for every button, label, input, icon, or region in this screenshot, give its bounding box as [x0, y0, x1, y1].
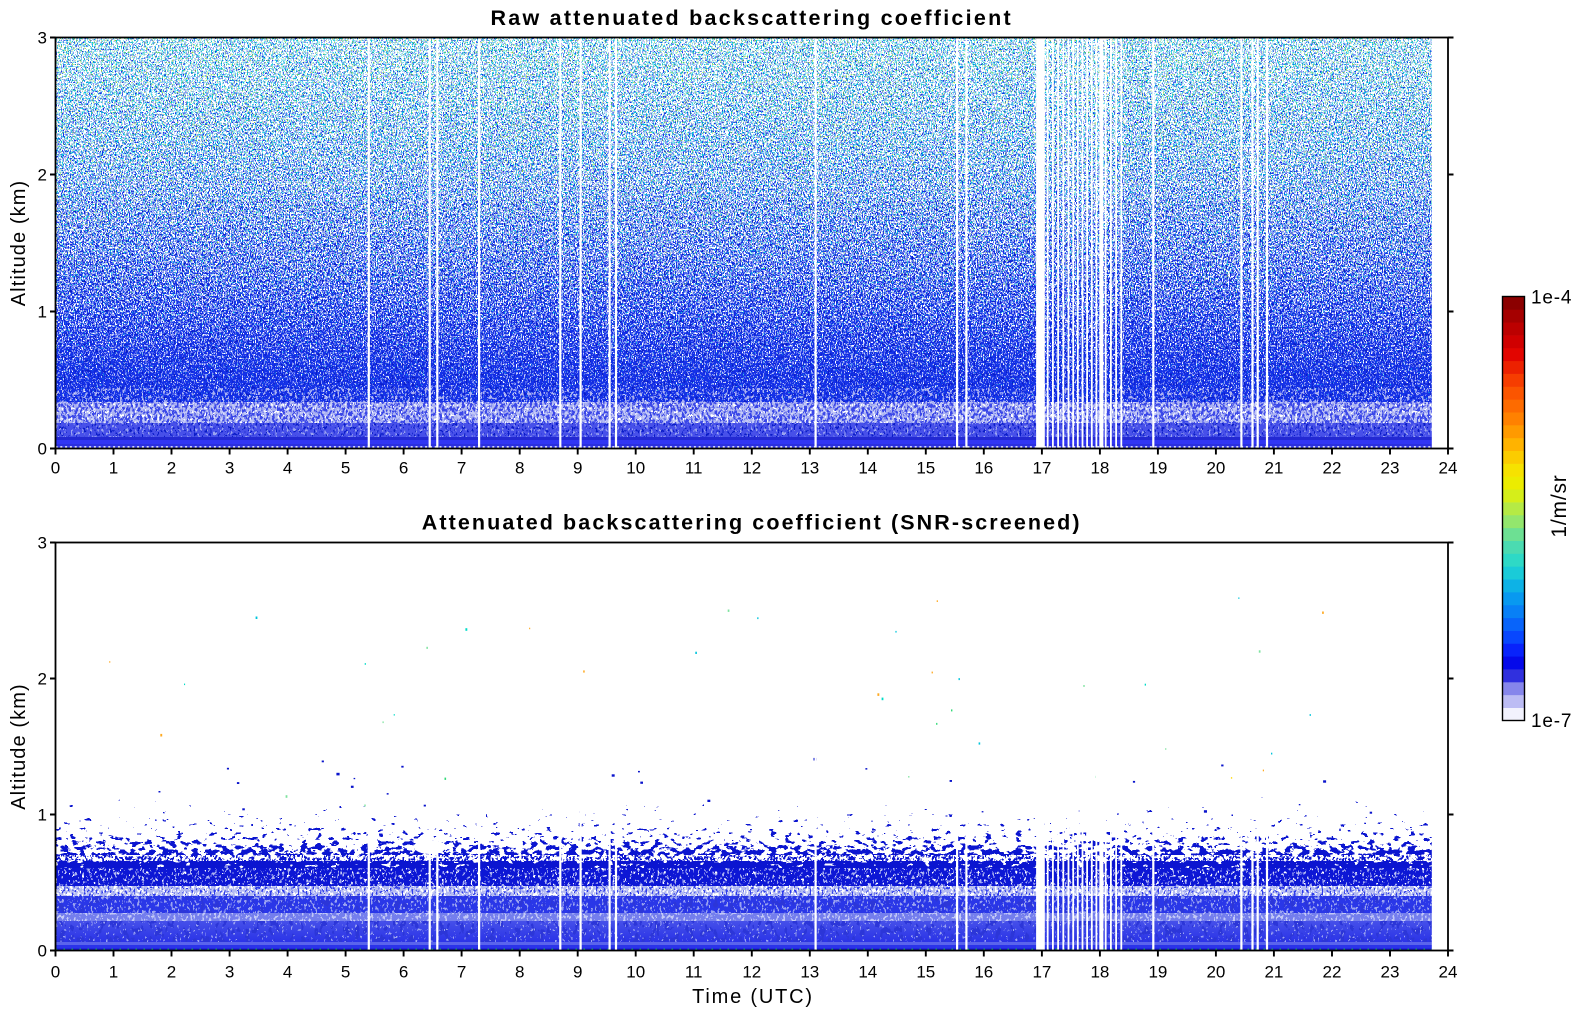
svg-text:22: 22: [1323, 963, 1342, 982]
svg-text:17: 17: [1032, 963, 1051, 982]
svg-text:0: 0: [38, 440, 47, 459]
svg-text:19: 19: [1148, 963, 1167, 982]
svg-text:23: 23: [1381, 963, 1400, 982]
svg-text:18: 18: [1090, 458, 1109, 477]
svg-text:5: 5: [341, 963, 350, 982]
svg-text:9: 9: [573, 458, 582, 477]
svg-text:4: 4: [283, 458, 292, 477]
svg-text:1/m/sr: 1/m/sr: [1548, 474, 1571, 537]
svg-text:6: 6: [399, 458, 408, 477]
svg-text:2: 2: [167, 963, 176, 982]
svg-text:14: 14: [858, 458, 877, 477]
svg-text:22: 22: [1323, 458, 1342, 477]
svg-text:1e-7: 1e-7: [1531, 711, 1572, 732]
svg-text:13: 13: [800, 458, 819, 477]
svg-text:11: 11: [685, 963, 703, 982]
svg-text:16: 16: [974, 963, 993, 982]
svg-text:8: 8: [515, 963, 524, 982]
svg-text:8: 8: [515, 458, 524, 477]
svg-text:20: 20: [1206, 963, 1225, 982]
svg-text:3: 3: [225, 963, 234, 982]
svg-text:7: 7: [457, 458, 466, 477]
svg-text:16: 16: [974, 458, 993, 477]
svg-text:12: 12: [742, 458, 761, 477]
svg-text:18: 18: [1090, 963, 1109, 982]
svg-text:11: 11: [685, 458, 703, 477]
svg-text:0: 0: [51, 458, 60, 477]
svg-text:1: 1: [109, 963, 118, 982]
svg-text:5: 5: [341, 458, 350, 477]
svg-text:3: 3: [225, 458, 234, 477]
svg-text:Attenuated backscattering coef: Attenuated backscattering coefficient (S…: [422, 511, 1082, 535]
svg-text:24: 24: [1439, 963, 1458, 982]
svg-text:24: 24: [1439, 458, 1458, 477]
svg-text:3: 3: [38, 534, 47, 553]
svg-text:0: 0: [51, 963, 60, 982]
svg-text:19: 19: [1148, 458, 1167, 477]
svg-text:12: 12: [742, 963, 761, 982]
svg-text:1e-4: 1e-4: [1531, 288, 1572, 309]
svg-text:4: 4: [283, 963, 292, 982]
svg-text:20: 20: [1206, 458, 1225, 477]
svg-text:14: 14: [858, 963, 877, 982]
svg-text:15: 15: [916, 458, 935, 477]
svg-text:Time (UTC): Time (UTC): [692, 986, 814, 1008]
svg-text:15: 15: [916, 963, 935, 982]
svg-text:3: 3: [38, 29, 47, 48]
svg-text:Altitude (km): Altitude (km): [8, 180, 30, 307]
svg-text:1: 1: [109, 458, 118, 477]
svg-text:6: 6: [399, 963, 408, 982]
svg-text:Altitude (km): Altitude (km): [8, 683, 30, 810]
svg-text:10: 10: [626, 458, 645, 477]
svg-text:9: 9: [573, 963, 582, 982]
svg-text:23: 23: [1381, 458, 1400, 477]
svg-text:21: 21: [1264, 458, 1283, 477]
svg-text:7: 7: [457, 963, 466, 982]
svg-text:21: 21: [1264, 963, 1283, 982]
svg-text:2: 2: [38, 670, 47, 689]
svg-text:1: 1: [38, 303, 47, 322]
svg-text:0: 0: [38, 942, 47, 961]
svg-text:2: 2: [38, 166, 47, 185]
svg-text:10: 10: [626, 963, 645, 982]
svg-text:2: 2: [167, 458, 176, 477]
svg-text:13: 13: [800, 963, 819, 982]
svg-text:17: 17: [1032, 458, 1051, 477]
svg-text:Raw attenuated backscattering: Raw attenuated backscattering coefficien…: [491, 6, 1013, 30]
svg-text:1: 1: [38, 806, 47, 825]
